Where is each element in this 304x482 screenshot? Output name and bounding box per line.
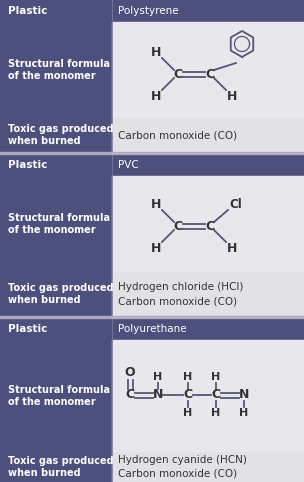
Text: Toxic gas produced
when burned: Toxic gas produced when burned — [8, 283, 114, 305]
Text: H: H — [151, 90, 161, 103]
Text: H: H — [227, 90, 237, 103]
Text: Plastic: Plastic — [8, 160, 47, 170]
Text: Carbon monoxide (CO): Carbon monoxide (CO) — [118, 296, 237, 306]
Text: H: H — [151, 241, 161, 254]
Text: C: C — [126, 388, 135, 402]
Text: Plastic: Plastic — [8, 324, 47, 334]
Text: C: C — [174, 67, 183, 80]
Bar — [112, 452, 304, 482]
Bar — [0, 318, 304, 340]
Bar — [112, 118, 304, 152]
Text: H: H — [211, 408, 221, 418]
Text: H: H — [151, 198, 161, 211]
Bar — [0, 22, 112, 118]
Bar — [112, 340, 304, 452]
Bar — [0, 154, 304, 176]
Bar — [0, 272, 112, 316]
Text: Structural formula
of the monomer: Structural formula of the monomer — [8, 59, 110, 81]
Text: Toxic gas produced
when burned: Toxic gas produced when burned — [8, 456, 114, 478]
Bar — [0, 176, 112, 272]
Bar — [112, 176, 304, 272]
Text: Hydrogen cyanide (HCN): Hydrogen cyanide (HCN) — [118, 455, 247, 465]
Text: C: C — [174, 219, 183, 232]
Text: Carbon monoxide (CO): Carbon monoxide (CO) — [118, 130, 237, 140]
Text: Polyurethane: Polyurethane — [118, 324, 187, 334]
Text: Structural formula
of the monomer: Structural formula of the monomer — [8, 213, 110, 235]
Bar — [0, 452, 112, 482]
Text: C: C — [183, 388, 192, 402]
Bar — [0, 340, 112, 452]
Text: C: C — [212, 388, 221, 402]
Text: PVC: PVC — [118, 160, 139, 170]
Text: C: C — [206, 219, 215, 232]
Text: H: H — [227, 241, 237, 254]
Bar — [0, 118, 112, 152]
Text: N: N — [239, 388, 249, 402]
Text: H: H — [154, 372, 163, 382]
Text: H: H — [239, 408, 249, 418]
Text: Hydrogen chloride (HCl): Hydrogen chloride (HCl) — [118, 282, 244, 292]
Bar — [112, 272, 304, 316]
Text: Plastic: Plastic — [8, 6, 47, 16]
Text: O: O — [125, 366, 135, 379]
Text: Toxic gas produced
when burned: Toxic gas produced when burned — [8, 124, 114, 146]
Text: C: C — [206, 67, 215, 80]
Text: Cl: Cl — [230, 198, 242, 211]
Text: Carbon monoxide (CO): Carbon monoxide (CO) — [118, 469, 237, 479]
Bar — [112, 22, 304, 118]
Text: H: H — [183, 372, 193, 382]
Text: Polystyrene: Polystyrene — [118, 6, 179, 16]
Text: H: H — [211, 372, 221, 382]
Bar — [0, 0, 304, 22]
Text: Structural formula
of the monomer: Structural formula of the monomer — [8, 385, 110, 407]
Text: N: N — [153, 388, 163, 402]
Text: H: H — [151, 45, 161, 58]
Text: H: H — [183, 408, 193, 418]
